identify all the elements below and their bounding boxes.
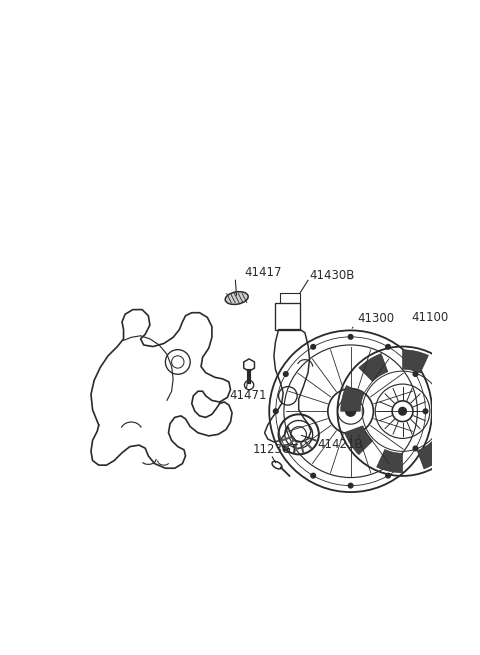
Wedge shape — [359, 354, 388, 381]
Circle shape — [311, 345, 315, 349]
Wedge shape — [441, 411, 464, 437]
Text: 41421B: 41421B — [317, 438, 363, 451]
Wedge shape — [377, 449, 403, 473]
Ellipse shape — [225, 291, 248, 305]
Text: 41100: 41100 — [412, 311, 449, 324]
Circle shape — [413, 446, 418, 451]
Circle shape — [386, 474, 390, 478]
Circle shape — [398, 407, 407, 416]
Circle shape — [274, 409, 278, 413]
Wedge shape — [417, 441, 446, 469]
Wedge shape — [341, 386, 364, 411]
Circle shape — [311, 474, 315, 478]
Circle shape — [284, 372, 288, 377]
Wedge shape — [432, 368, 461, 397]
Text: 41471: 41471 — [229, 389, 266, 402]
Circle shape — [386, 345, 390, 349]
Wedge shape — [403, 350, 429, 373]
Text: 41430B: 41430B — [310, 269, 355, 282]
Text: 41417: 41417 — [244, 266, 282, 279]
Circle shape — [423, 409, 428, 413]
Circle shape — [348, 483, 353, 488]
Text: 1123GT: 1123GT — [252, 443, 298, 457]
Circle shape — [413, 372, 418, 377]
Wedge shape — [345, 426, 372, 455]
Circle shape — [345, 405, 356, 417]
Text: 41300: 41300 — [358, 312, 395, 326]
Circle shape — [284, 446, 288, 451]
Circle shape — [348, 335, 353, 339]
